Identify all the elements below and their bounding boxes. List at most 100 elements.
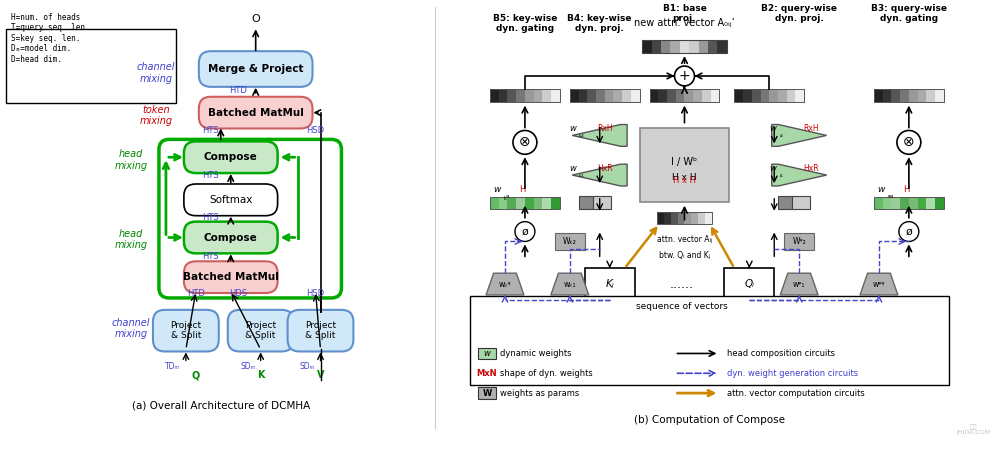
Text: V: V bbox=[317, 370, 324, 380]
Polygon shape bbox=[572, 164, 627, 186]
Bar bbox=[680, 40, 689, 53]
Text: Project
& Split: Project & Split bbox=[245, 321, 276, 340]
FancyBboxPatch shape bbox=[153, 310, 219, 352]
Text: ......: ...... bbox=[669, 277, 693, 291]
Circle shape bbox=[899, 222, 919, 242]
Polygon shape bbox=[486, 273, 524, 295]
FancyBboxPatch shape bbox=[184, 222, 278, 253]
Text: ᵢ₂: ᵢ₂ bbox=[779, 132, 783, 138]
Bar bbox=[769, 89, 778, 102]
Bar bbox=[579, 89, 587, 102]
Bar bbox=[661, 40, 670, 53]
Text: Merge & Project: Merge & Project bbox=[208, 64, 303, 74]
Text: shape of dyn. weights: shape of dyn. weights bbox=[500, 369, 593, 378]
Text: MxN: MxN bbox=[477, 369, 497, 378]
Text: ᵢ₁: ᵢ₁ bbox=[779, 172, 783, 178]
Bar bbox=[778, 89, 787, 102]
Text: ø: ø bbox=[522, 227, 528, 237]
Bar bbox=[874, 197, 944, 209]
Bar bbox=[874, 197, 883, 209]
Bar bbox=[935, 89, 944, 102]
FancyBboxPatch shape bbox=[184, 261, 278, 293]
Polygon shape bbox=[860, 273, 898, 295]
Bar bbox=[909, 89, 918, 102]
Text: dynamic weights: dynamic weights bbox=[500, 349, 572, 358]
Text: wᵠᵍ: wᵠᵍ bbox=[873, 280, 885, 289]
Text: wₖᵍ: wₖᵍ bbox=[499, 280, 511, 289]
Bar bbox=[724, 268, 774, 300]
Text: Compose: Compose bbox=[204, 233, 258, 242]
Text: ₖ₁: ₖ₁ bbox=[579, 172, 585, 178]
Bar bbox=[640, 128, 729, 202]
Bar bbox=[507, 197, 516, 209]
Text: token
mixing: token mixing bbox=[139, 105, 173, 127]
Text: H=num. of heads
T=query seq. len.
S=key seq. len.
Dₘ=model dim.
D=head dim.: H=num. of heads T=query seq. len. S=key … bbox=[11, 13, 90, 64]
Text: ᵠᵍ: ᵠᵍ bbox=[888, 194, 894, 202]
Bar bbox=[499, 89, 507, 102]
Text: H: H bbox=[903, 185, 909, 194]
Bar bbox=[478, 387, 496, 399]
Text: RxH: RxH bbox=[597, 124, 613, 133]
Bar bbox=[6, 29, 176, 103]
Text: sequence of vectors: sequence of vectors bbox=[636, 302, 727, 311]
Text: head
mixing: head mixing bbox=[114, 229, 148, 250]
Text: ⊗: ⊗ bbox=[519, 135, 531, 150]
Text: B3: query-wise
dyn. gating: B3: query-wise dyn. gating bbox=[871, 4, 947, 23]
FancyBboxPatch shape bbox=[228, 310, 294, 352]
Text: channel
mixing: channel mixing bbox=[112, 318, 150, 339]
Text: B1: base
proj.: B1: base proj. bbox=[663, 4, 706, 23]
Bar bbox=[891, 89, 900, 102]
Bar bbox=[874, 89, 944, 102]
Bar bbox=[691, 212, 698, 224]
Bar bbox=[708, 40, 717, 53]
Text: B5: key-wise
dyn. gating: B5: key-wise dyn. gating bbox=[493, 14, 557, 33]
Bar bbox=[658, 89, 667, 102]
Text: HTD: HTD bbox=[229, 86, 247, 95]
Bar bbox=[516, 89, 525, 102]
Bar bbox=[909, 197, 918, 209]
Text: B2: query-wise
dyn. proj.: B2: query-wise dyn. proj. bbox=[761, 4, 837, 23]
Bar bbox=[883, 197, 891, 209]
Text: H x H: H x H bbox=[673, 176, 696, 185]
Bar bbox=[926, 89, 935, 102]
Text: w: w bbox=[569, 163, 576, 172]
Text: 景图
JHIDA.COM: 景图 JHIDA.COM bbox=[957, 424, 991, 436]
Text: attn. vector computation circuits: attn. vector computation circuits bbox=[727, 388, 865, 398]
Text: Qᵢ: Qᵢ bbox=[744, 279, 754, 289]
Text: B4: key-wise
dyn. proj.: B4: key-wise dyn. proj. bbox=[567, 14, 632, 33]
Text: RxH: RxH bbox=[803, 124, 819, 133]
Bar bbox=[900, 89, 909, 102]
Text: SDₘ: SDₘ bbox=[240, 362, 255, 371]
Text: O: O bbox=[251, 14, 260, 24]
Bar bbox=[490, 197, 560, 209]
Bar bbox=[699, 40, 708, 53]
Text: head
mixing: head mixing bbox=[114, 150, 148, 171]
Text: HxR: HxR bbox=[803, 163, 819, 172]
Polygon shape bbox=[551, 273, 589, 295]
Text: HSD: HSD bbox=[306, 126, 325, 135]
Text: W: W bbox=[482, 388, 492, 398]
Bar bbox=[752, 89, 761, 102]
Bar bbox=[698, 212, 705, 224]
Bar bbox=[499, 197, 507, 209]
Bar bbox=[490, 89, 560, 102]
Bar bbox=[693, 89, 702, 102]
Bar bbox=[507, 89, 516, 102]
Bar bbox=[891, 197, 900, 209]
Bar bbox=[470, 296, 949, 385]
Bar bbox=[525, 197, 534, 209]
Bar bbox=[657, 212, 712, 224]
Bar bbox=[593, 196, 611, 209]
Bar bbox=[657, 212, 664, 224]
Circle shape bbox=[515, 222, 535, 242]
Bar bbox=[551, 89, 560, 102]
Circle shape bbox=[513, 131, 537, 154]
Bar bbox=[490, 197, 499, 209]
Bar bbox=[631, 89, 640, 102]
Text: K: K bbox=[257, 370, 264, 380]
Text: TDₘ: TDₘ bbox=[165, 362, 180, 371]
Text: HTS: HTS bbox=[202, 171, 219, 180]
Bar bbox=[587, 89, 596, 102]
Text: Batched MatMul: Batched MatMul bbox=[208, 108, 304, 118]
Bar bbox=[664, 212, 671, 224]
